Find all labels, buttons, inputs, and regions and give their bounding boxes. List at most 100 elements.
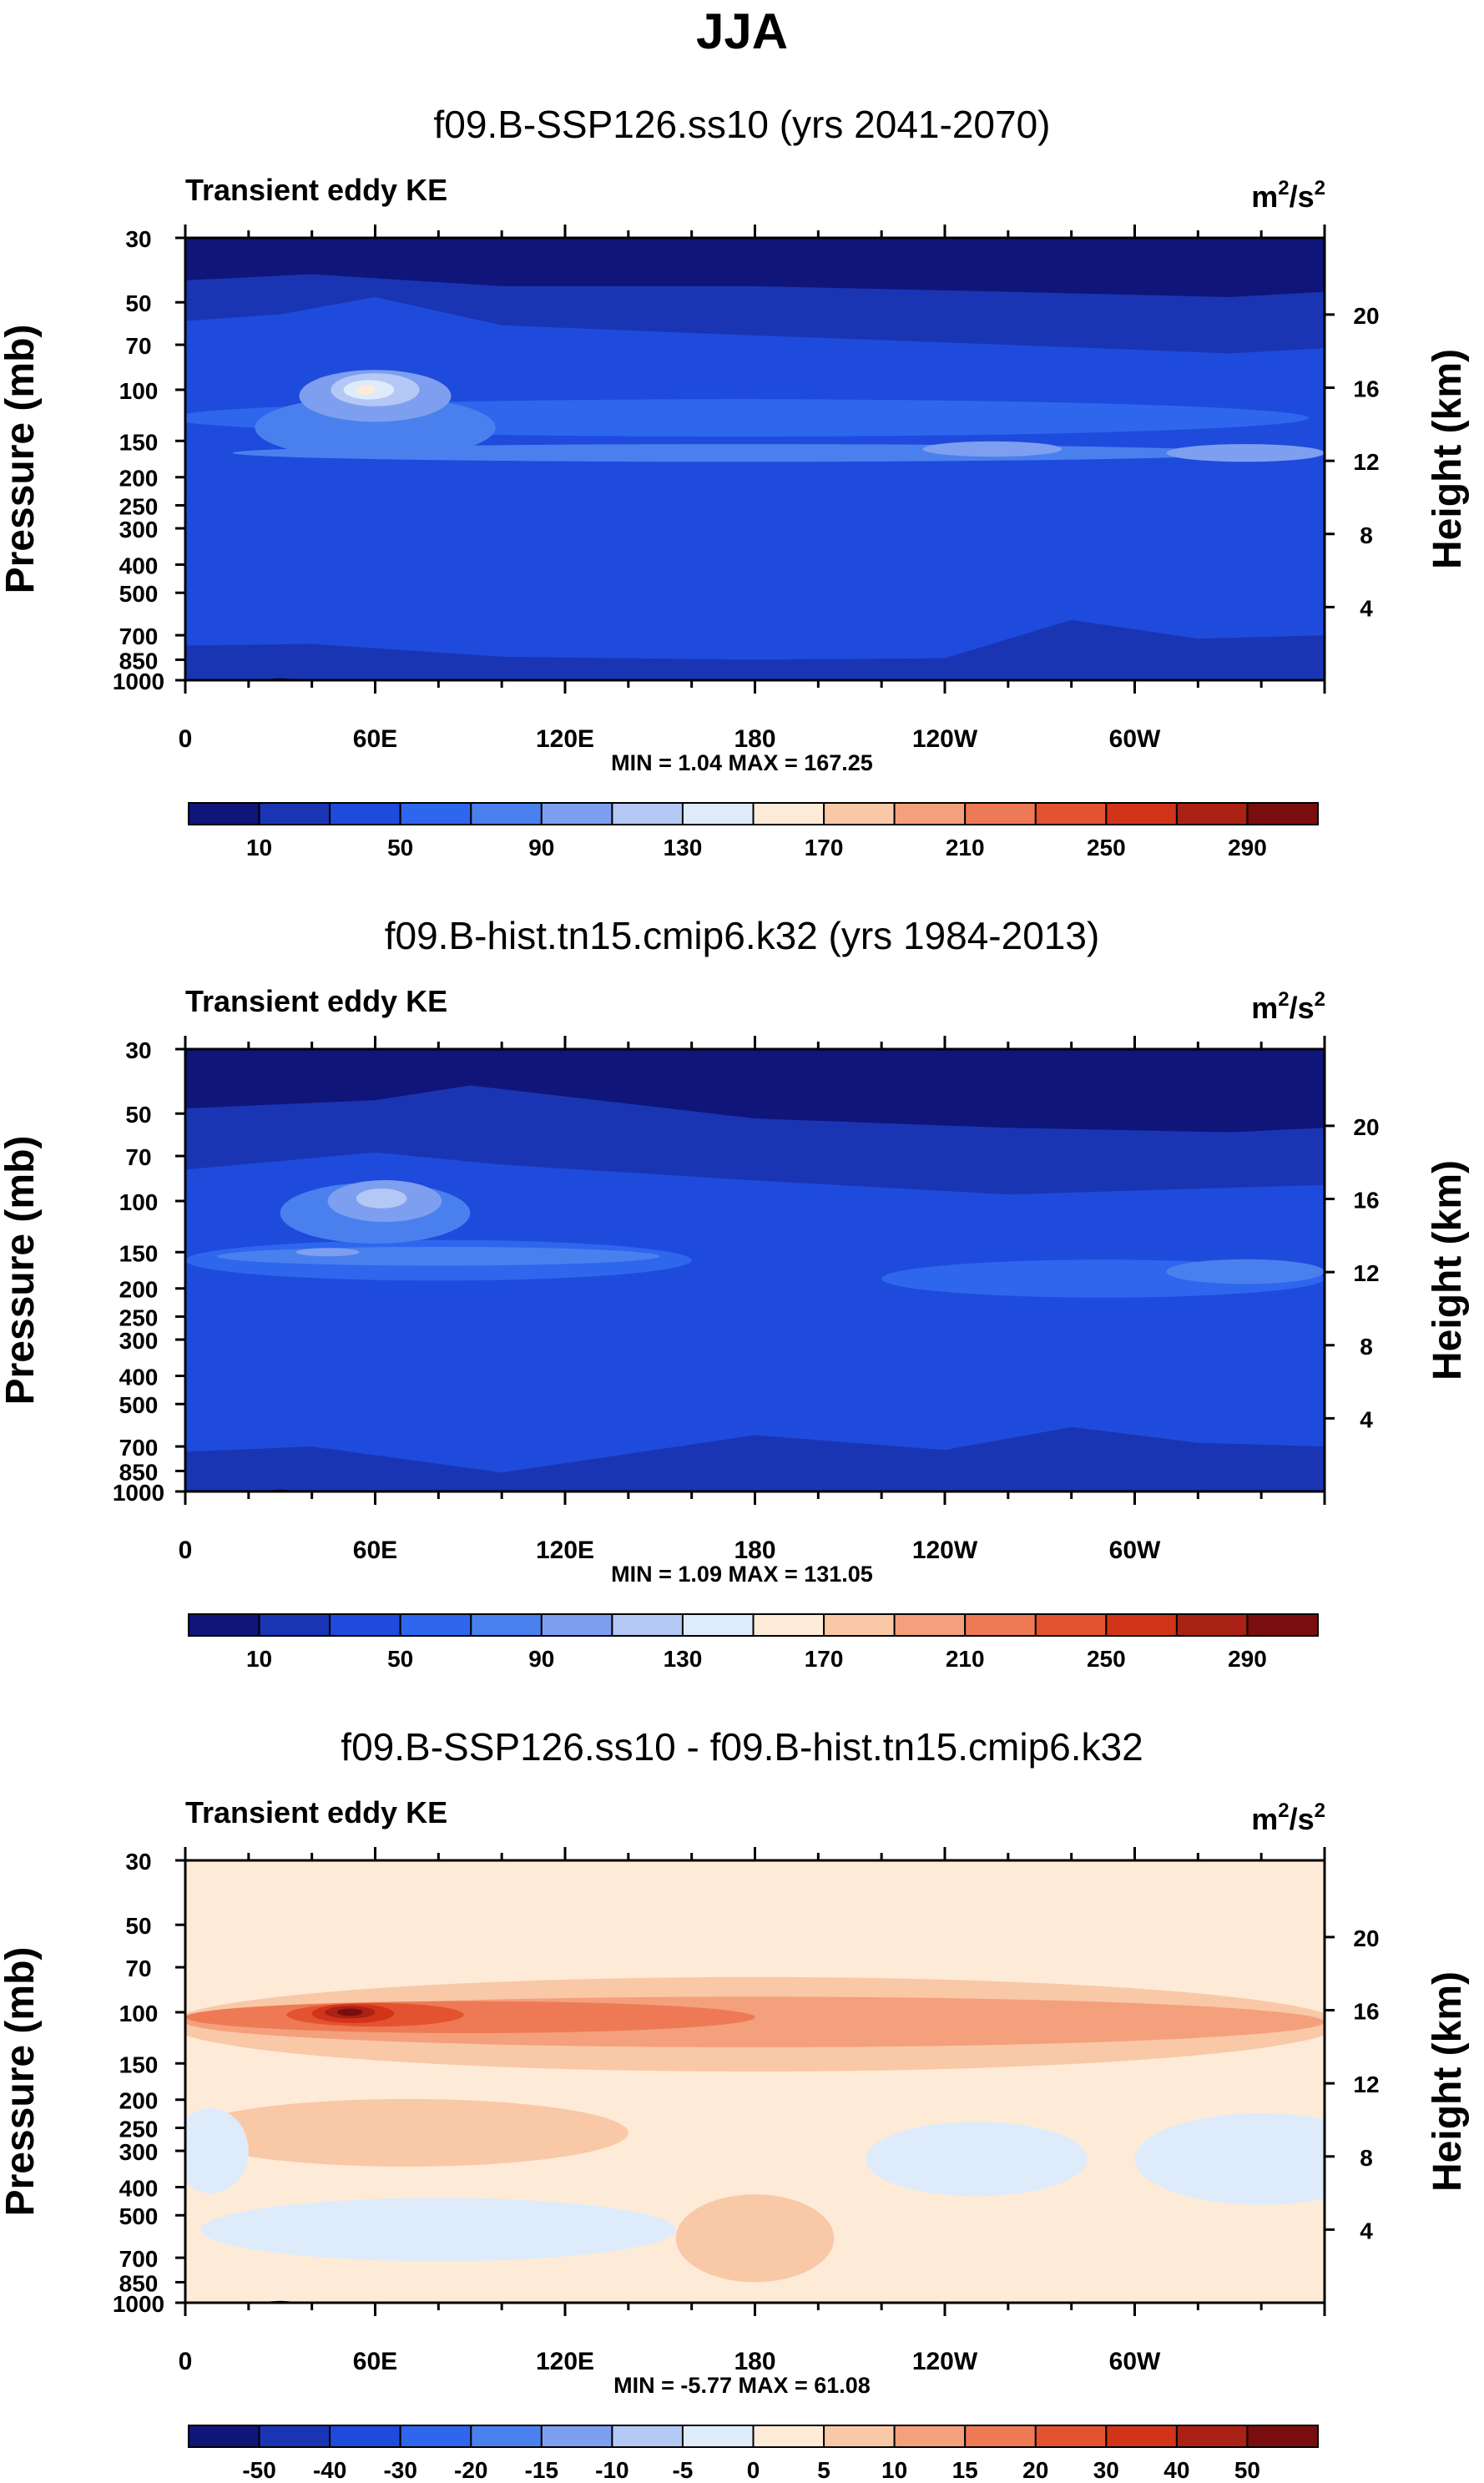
colorbar-swatch [823,2425,896,2448]
pressure-tick-label: 400 [119,2176,159,2202]
contour-region-9 [185,2001,755,2033]
colorbar-label: -5 [672,2457,693,2483]
pressure-tick-label: 250 [119,2116,159,2142]
longitude-tick-label: 120E [536,725,594,753]
height-tick-label: 12 [1353,2072,1379,2097]
colorbar-label: -10 [595,2457,628,2483]
colorbar-swatch [823,1613,896,1637]
pressure-tick-label: 70 [125,1144,151,1170]
colorbar [188,1613,1320,1637]
longitude-tick-label: 120E [536,2348,594,2375]
pressure-tick-label: 850 [119,648,159,674]
variable-label: Transient eddy KE [185,173,447,207]
contour-band-1 [185,1860,1325,2303]
contour-region-6 [200,2198,676,2262]
colorbar-swatch [470,802,543,825]
colorbar [188,2425,1320,2448]
colorbar-label: 250 [1087,835,1126,860]
contour-field [185,238,1325,680]
colorbar-swatch [681,802,755,825]
pressure-tick-label: 250 [119,493,159,519]
height-tick-label: 20 [1353,1925,1379,1951]
pressure-tick-label: 250 [119,1305,159,1330]
colorbar-label: 290 [1228,1646,1267,1672]
colorbar-swatch [893,2425,967,2448]
colorbar-swatch [1175,802,1249,825]
colorbar-swatch [752,2425,825,2448]
pressure-tick-label: 1000 [113,2291,164,2317]
colorbar-swatch [964,1613,1037,1637]
colorbar-swatch [1105,802,1178,825]
colorbar-swatch [188,802,260,825]
contour-region-7 [185,2108,249,2193]
colorbar-label: 130 [664,1646,703,1672]
panel-title: f09.B-SSP126.ss10 (yrs 2041-2070) [434,103,1051,146]
variable-label: Transient eddy KE [185,1795,447,1829]
pressure-tick-label: 500 [119,581,159,607]
colorbar-label: 15 [952,2457,978,2483]
units-label: m2/s2 [1251,988,1325,1025]
colorbar-swatch [329,2425,401,2448]
colorbar-label: 130 [664,835,703,860]
height-tick-label: 8 [1360,522,1373,548]
colorbar-label: -15 [525,2457,558,2483]
contour-region-5 [1134,2112,1325,2205]
pressure-tick-label: 400 [119,553,159,579]
colorbar-label: 5 [817,2457,830,2483]
colorbar-label: 90 [528,1646,554,1672]
colorbar-swatch [1105,1613,1178,1637]
longitude-tick-label: 0 [179,725,193,753]
colorbar-swatch [893,1613,967,1637]
colorbar-swatch [823,802,896,825]
longitude-tick-label: 120W [912,1537,978,1564]
colorbar-swatch [329,802,401,825]
height-axis-title: Height (km) [1426,1971,1470,2192]
units-label: m2/s2 [1251,1799,1325,1836]
colorbar-label: 170 [805,835,844,860]
pressure-tick-label: 500 [119,2203,159,2229]
panel-title: f09.B-SSP126.ss10 - f09.B-hist.tn15.cmip… [341,1725,1143,1769]
colorbar-swatch [258,2425,331,2448]
contour-region-2 [255,396,496,459]
pressure-tick-label: 150 [119,2052,159,2077]
height-axis-title: Height (km) [1426,349,1470,569]
colorbar-swatch [752,1613,825,1637]
longitude-tick-label: 60W [1109,1537,1161,1564]
colorbar-swatch [470,2425,543,2448]
longitude-tick-label: 60W [1109,2348,1161,2375]
pressure-tick-label: 300 [119,2139,159,2165]
colorbar-swatch [1175,1613,1249,1637]
contour-region-5 [1166,1259,1325,1284]
pressure-tick-label: 700 [119,2246,159,2272]
pressure-tick-label: 100 [119,378,159,404]
pressure-tick-label: 150 [119,429,159,455]
colorbar-label: 210 [946,1646,985,1672]
colorbar-label: 50 [387,1646,413,1672]
contour-region-5 [922,441,1063,457]
colorbar-swatch [611,802,684,825]
longitude-tick-label: 180 [734,1537,775,1564]
colorbar-swatch [964,802,1037,825]
colorbar-label: 10 [246,835,272,860]
units-label: m2/s2 [1251,177,1325,214]
colorbar-swatch [329,1613,401,1637]
colorbar-label: -50 [242,2457,275,2483]
contour-field [185,1049,1325,1491]
longitude-tick-label: 60E [353,1537,397,1564]
colorbar-label: -40 [313,2457,346,2483]
colorbar-swatch [540,802,613,825]
pressure-tick-label: 1000 [113,1480,164,1506]
min-max-label: MIN = 1.04 MAX = 167.25 [611,750,873,775]
height-tick-label: 8 [1360,1334,1373,1360]
longitude-tick-label: 180 [734,2348,775,2375]
colorbar-label: 90 [528,835,554,860]
height-tick-label: 16 [1353,1999,1379,2025]
colorbar-swatch [1246,2425,1320,2448]
colorbar-label: 250 [1087,1646,1126,1672]
colorbar-swatch [681,2425,755,2448]
colorbar-swatch [1246,802,1320,825]
pressure-tick-label: 300 [119,1328,159,1354]
height-tick-label: 16 [1353,376,1379,402]
longitude-tick-label: 120E [536,1537,594,1564]
